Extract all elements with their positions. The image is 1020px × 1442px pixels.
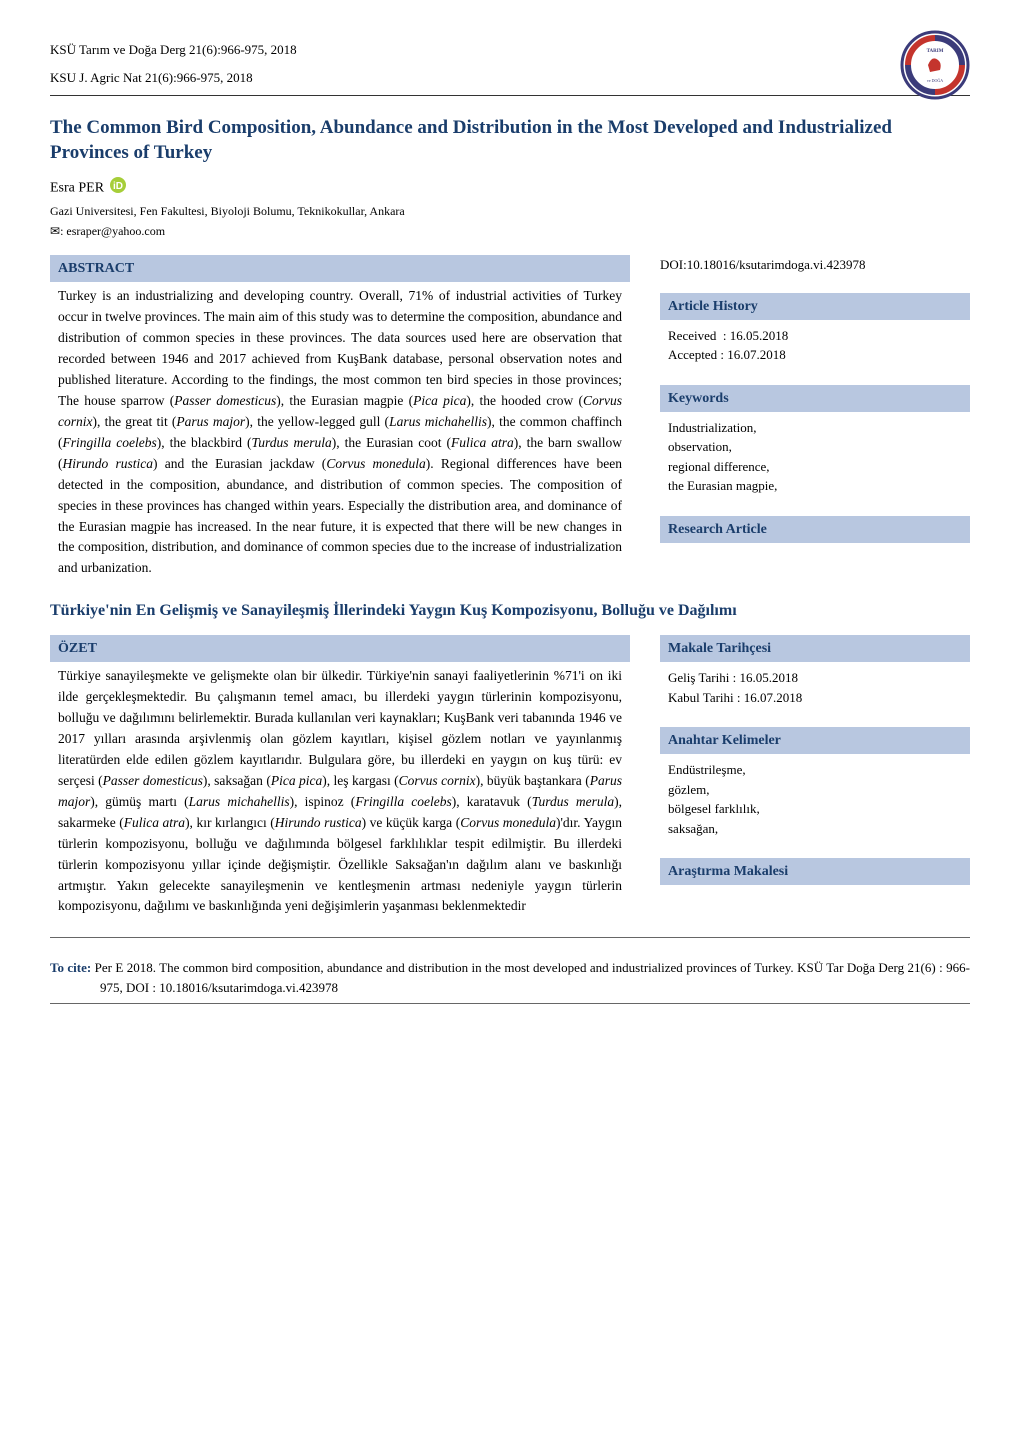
email-address: esraper@yahoo.com: [66, 224, 165, 238]
abstract-heading-tr: ÖZET: [50, 635, 630, 662]
history-box-tr: Makale Tarihçesi Geliş Tarihi : 16.05.20…: [660, 635, 970, 709]
keywords-heading-tr: Anahtar Kelimeler: [660, 727, 970, 754]
citation-box: To cite: Per E 2018. The common bird com…: [50, 958, 970, 997]
accepted-date-tr: 16.07.2018: [744, 690, 803, 705]
keyword-item: gözlem,: [668, 780, 962, 800]
keyword-item: observation,: [668, 437, 962, 457]
email-icon: ✉: [50, 224, 60, 238]
author-text: Esra PER: [50, 181, 104, 196]
keyword-item: Industrialization,: [668, 418, 962, 438]
accepted-date-en: 16.07.2018: [727, 347, 786, 362]
journal-line-2: KSU J. Agric Nat 21(6):966-975, 2018: [50, 68, 970, 88]
cite-text: Per E 2018. The common bird composition,…: [95, 960, 970, 995]
doi: DOI:10.18016/ksutarimdoga.vi.423978: [660, 255, 970, 275]
keyword-item: bölgesel farklılık,: [668, 799, 962, 819]
article-title-tr: Türkiye'nin En Gelişmiş ve Sanayileşmiş …: [50, 599, 970, 623]
abstract-text-tr: Türkiye sanayileşmekte ve gelişmekte ola…: [50, 666, 630, 917]
keywords-heading-en: Keywords: [660, 385, 970, 412]
cite-label: To cite:: [50, 960, 91, 975]
received-label-tr: Geliş Tarihi: [668, 670, 729, 685]
keywords-box-en: Keywords Industrialization,observation,r…: [660, 385, 970, 498]
keyword-item: Endüstrileşme,: [668, 760, 962, 780]
email-line: ✉: esraper@yahoo.com: [50, 222, 970, 240]
svg-text:TARIM: TARIM: [927, 49, 944, 54]
accepted-label-en: Accepted: [668, 347, 717, 362]
keyword-item: saksağan,: [668, 819, 962, 839]
article-title-en: The Common Bird Composition, Abundance a…: [50, 116, 970, 165]
accepted-label-tr: Kabul Tarihi: [668, 690, 734, 705]
research-type-box-en: Research Article: [660, 516, 970, 543]
svg-text:iD: iD: [113, 181, 123, 192]
history-heading-tr: Makale Tarihçesi: [660, 635, 970, 662]
svg-text:ve DOĞA: ve DOĞA: [927, 78, 943, 83]
abstract-heading-en: ABSTRACT: [50, 255, 630, 282]
received-label-en: Received: [668, 328, 716, 343]
orcid-icon[interactable]: iD: [110, 177, 126, 200]
cite-divider-top: [50, 937, 970, 938]
keyword-item: the Eurasian magpie,: [668, 476, 962, 496]
header-divider: [50, 95, 970, 96]
abstract-text-en: Turkey is an industrializing and develop…: [50, 286, 630, 579]
research-type-box-tr: Araştırma Makalesi: [660, 858, 970, 885]
keywords-box-tr: Anahtar Kelimeler Endüstrileşme,gözlem,b…: [660, 727, 970, 840]
author-name: Esra PER iD: [50, 177, 970, 200]
history-box-en: Article History Received : 16.05.2018 Ac…: [660, 293, 970, 367]
received-date-tr: 16.05.2018: [739, 670, 798, 685]
cite-divider-bottom: [50, 1003, 970, 1004]
research-type-tr: Araştırma Makalesi: [660, 858, 970, 885]
journal-line-1: KSÜ Tarım ve Doğa Derg 21(6):966-975, 20…: [50, 40, 970, 60]
history-heading-en: Article History: [660, 293, 970, 320]
keyword-item: regional difference,: [668, 457, 962, 477]
received-date-en: 16.05.2018: [730, 328, 789, 343]
affiliation: Gazi Universitesi, Fen Fakultesi, Biyolo…: [50, 202, 970, 220]
research-type-en: Research Article: [660, 516, 970, 543]
journal-logo: TARIM ve DOĞA: [900, 30, 970, 100]
